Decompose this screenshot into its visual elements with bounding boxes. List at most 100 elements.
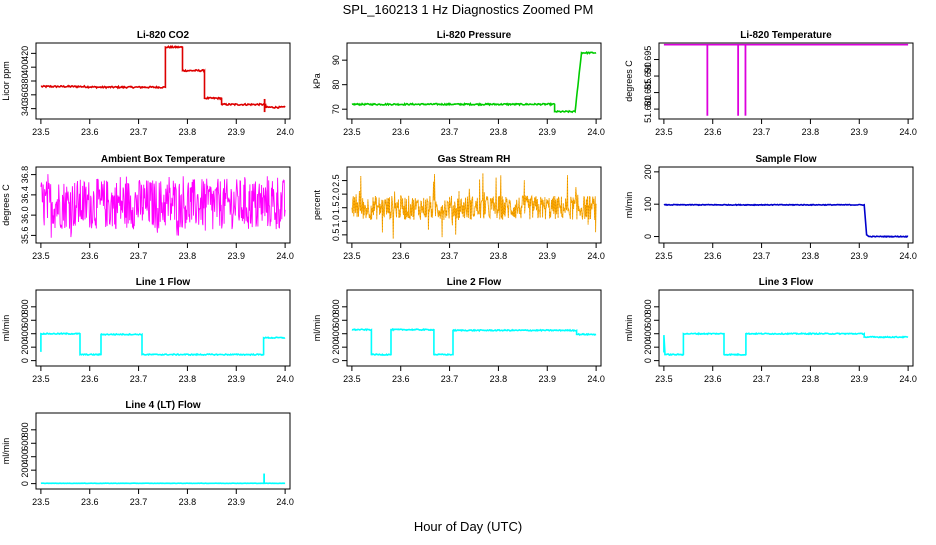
x-tick-label: 23.7 [130, 497, 148, 507]
y-tick-label: 200 [643, 164, 653, 179]
x-tick-label: 23.6 [392, 127, 410, 137]
y-tick-label: 360 [20, 87, 30, 102]
x-tick-label: 24.0 [276, 127, 294, 137]
x-tick-label: 23.9 [851, 127, 869, 137]
x-tick-label: 23.5 [32, 374, 50, 384]
panel-title: Gas Stream RH [438, 154, 511, 165]
x-tick-label: 23.7 [130, 251, 148, 261]
series [352, 52, 596, 112]
x-tick-label: 23.8 [179, 497, 197, 507]
x-tick-label: 23.8 [490, 127, 508, 137]
x-tick-label: 23.7 [441, 127, 459, 137]
x-tick-label: 23.9 [539, 251, 557, 261]
plot-frame [659, 43, 913, 119]
series [41, 333, 285, 355]
series-line [352, 173, 596, 238]
panel-title: Li-820 Temperature [740, 30, 832, 41]
panel-ylabel: ml/min [624, 315, 634, 342]
x-tick-label: 23.9 [851, 251, 869, 261]
x-tick-label: 23.7 [441, 374, 459, 384]
y-tick-label: 1.5 [331, 201, 341, 214]
x-tick-label: 23.8 [490, 251, 508, 261]
x-tick-label: 23.9 [851, 374, 869, 384]
y-tick-label: 100 [643, 197, 653, 212]
y-tick-label: 0 [331, 358, 341, 363]
panel-title: Li-820 Pressure [437, 30, 512, 41]
x-tick-label: 23.5 [32, 127, 50, 137]
x-tick-label: 23.8 [802, 251, 820, 261]
panel-title: Sample Flow [755, 154, 816, 165]
x-tick-label: 23.6 [392, 251, 410, 261]
panel-title: Line 1 Flow [136, 277, 191, 288]
y-tick-label: 380 [20, 73, 30, 88]
x-tick-label: 23.6 [704, 251, 722, 261]
series [41, 174, 285, 238]
x-tick-label: 23.6 [81, 497, 99, 507]
x-tick-label: 23.9 [228, 374, 246, 384]
y-tick-label: 0 [643, 234, 653, 239]
panel-ylabel: ml/min [624, 192, 634, 219]
panel-7: Line 1 Flow ml/min 23.5 23.6 23.7 23.8 23.9 24.… [1, 277, 294, 384]
x-tick-label: 23.6 [704, 374, 722, 384]
series [352, 173, 596, 238]
series [664, 45, 908, 116]
y-tick-label: 400 [20, 60, 30, 75]
x-tick-label: 24.0 [587, 127, 605, 137]
x-tick-label: 23.8 [802, 127, 820, 137]
x-tick-label: 24.0 [276, 374, 294, 384]
panel-title: Ambient Box Temperature [101, 154, 226, 165]
y-tick-label: 0.5 [331, 229, 341, 242]
panel-ylabel: kPa [312, 73, 322, 89]
x-tick-label: 23.8 [802, 374, 820, 384]
y-tick-label: 0 [20, 481, 30, 486]
panel-ylabel: ml/min [312, 315, 322, 342]
y-tick-label: 340 [20, 101, 30, 116]
x-tick-label: 23.9 [539, 374, 557, 384]
x-tick-label: 23.5 [655, 127, 673, 137]
x-tick-label: 23.8 [179, 251, 197, 261]
x-tick-label: 23.7 [130, 127, 148, 137]
y-tick-label: 36.4 [20, 186, 30, 204]
x-tick-label: 23.6 [81, 251, 99, 261]
y-tick-label: 420 [20, 46, 30, 61]
series-line [664, 333, 908, 355]
panel-ylabel: ml/min [1, 315, 11, 342]
x-tick-label: 23.7 [753, 251, 771, 261]
x-tick-label: 23.6 [81, 374, 99, 384]
series-line [41, 174, 285, 238]
y-tick-label: 51.695 [643, 46, 653, 74]
series-line [41, 46, 285, 108]
plot-frame [659, 290, 913, 366]
x-tick-label: 23.6 [392, 374, 410, 384]
x-tick-label: 23.8 [179, 374, 197, 384]
panel-ylabel: percent [312, 189, 322, 220]
x-tick-label: 23.7 [441, 251, 459, 261]
x-tick-label: 23.5 [655, 251, 673, 261]
x-tick-label: 23.6 [81, 127, 99, 137]
panel-ylabel: degrees C [624, 60, 634, 102]
x-tick-label: 23.9 [228, 127, 246, 137]
y-tick-label: 800 [20, 422, 30, 437]
series-line [664, 205, 908, 237]
y-tick-label: 1.0 [331, 215, 341, 228]
series [41, 46, 285, 112]
x-tick-label: 23.6 [704, 127, 722, 137]
y-tick-label: 2.5 [331, 174, 341, 187]
y-tick-label: 0 [20, 358, 30, 363]
plot-frame [36, 413, 290, 489]
panel-title: Line 4 (LT) Flow [125, 400, 201, 411]
x-tick-label: 23.7 [130, 374, 148, 384]
series [664, 205, 908, 237]
y-tick-label: 0 [643, 358, 653, 363]
y-tick-label: 2.0 [331, 188, 341, 201]
series [352, 329, 596, 355]
x-tick-label: 24.0 [899, 127, 917, 137]
x-tick-label: 23.7 [753, 127, 771, 137]
